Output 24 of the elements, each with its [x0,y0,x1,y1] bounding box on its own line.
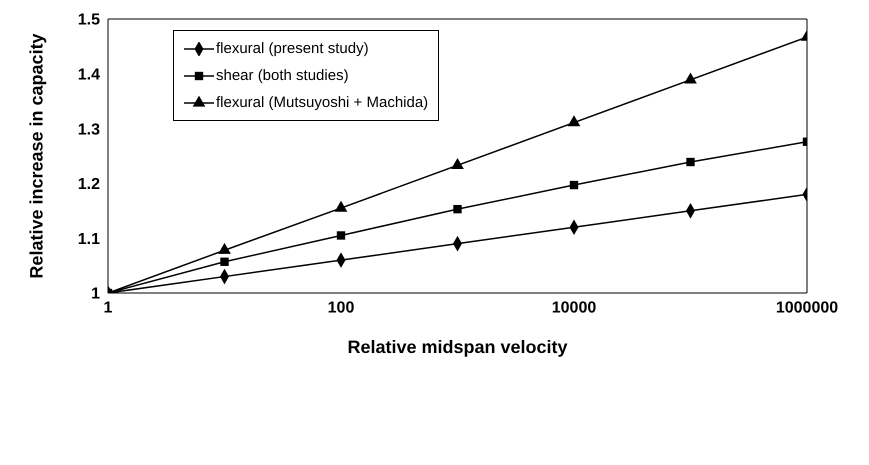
legend-label: shear (both studies) [216,67,349,84]
point [686,158,695,166]
y-tick-label: 1 [91,286,100,303]
x-tick-label: 1 [104,299,113,316]
point [570,180,578,190]
legend-label: flexural (Mutsuyoshi + Machida) [216,94,428,111]
point [334,200,348,212]
y-tick-label: 1.5 [78,12,100,29]
y-tick-label: 1.1 [78,230,100,248]
y-tick-label: 1.3 [78,121,100,138]
y-tick-label: 1.2 [78,176,100,194]
point [451,158,464,169]
y-tick-label: 1.4 [78,66,100,84]
x-tick-label: 1000000 [776,299,838,316]
legend-label: flexural (present study) [216,40,369,57]
point [220,258,229,266]
point [568,115,580,126]
x-tick-label: 100 [328,299,354,316]
point [453,204,462,214]
x-axis-title: Relative midspan velocity [347,337,568,357]
point [684,72,697,84]
point [336,231,346,240]
x-tick-label: 10000 [552,299,596,316]
y-axis-title: Relative increase in capacity [26,33,46,279]
